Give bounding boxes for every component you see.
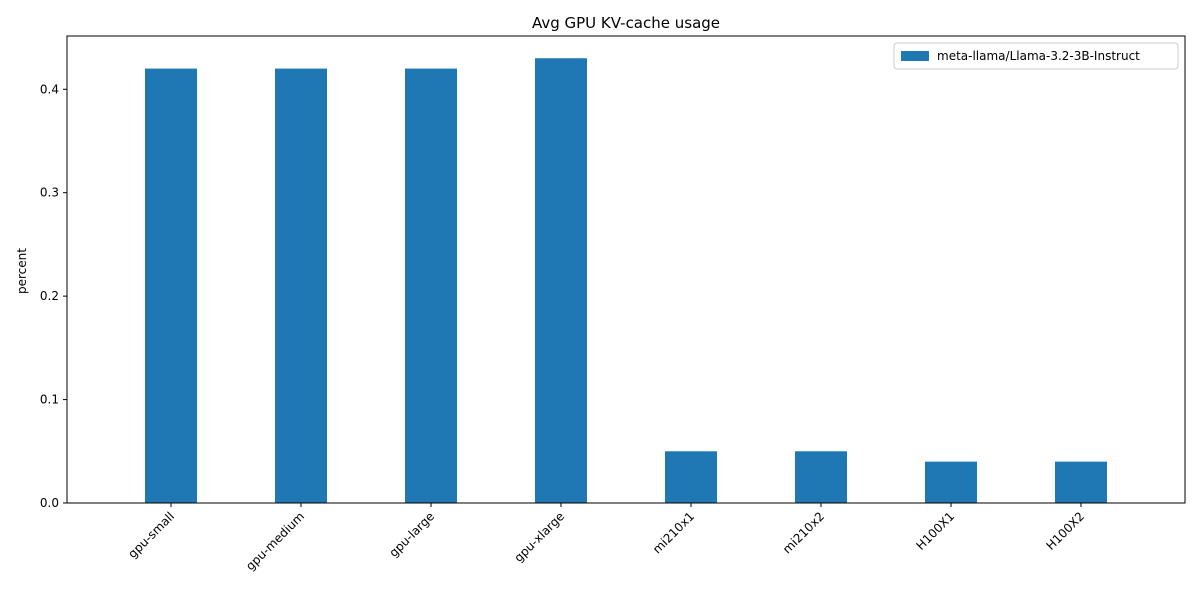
y-axis-label: percent: [15, 248, 29, 294]
axes-frame: [66, 35, 1186, 504]
legend: meta-llama/Llama-3.2-3B-Instruct: [893, 42, 1179, 70]
x-tick-label: mi210x2: [780, 509, 827, 556]
bar-gpu-large: [405, 68, 457, 504]
legend-label: meta-llama/Llama-3.2-3B-Instruct: [937, 49, 1140, 63]
y-tick-label: 0.3: [40, 186, 59, 200]
x-tick-label: gpu-large: [386, 509, 437, 560]
x-tick-label: gpu-small: [125, 509, 177, 561]
bar-gpu-xlarge: [535, 58, 587, 503]
x-tick-label: gpu-xlarge: [511, 509, 567, 565]
bar-H100X2: [1055, 461, 1107, 503]
bar-mi210x2: [795, 451, 847, 503]
bar-gpu-small: [145, 68, 197, 504]
x-tick-label: mi210x1: [650, 509, 697, 556]
chart-title: Avg GPU KV-cache usage: [532, 14, 720, 32]
plot-area: 0.0 0.1 0.2 0.3 0.4 gpu-small gpu-medium gpu-la…: [40, 35, 1186, 573]
y-tick-label: 0.2: [40, 289, 59, 303]
bar-gpu-medium: [275, 68, 327, 504]
bar-H100X1: [925, 461, 977, 503]
y-tick-label: 0.0: [40, 496, 59, 510]
x-tick-label: H100X1: [913, 509, 957, 553]
legend-box: [893, 42, 1179, 70]
y-tick-label: 0.4: [40, 82, 59, 96]
x-tick-label: gpu-medium: [243, 509, 307, 573]
x-tick-label: H100X2: [1043, 509, 1087, 553]
bar-mi210x1: [665, 451, 717, 503]
legend-swatch: [901, 51, 929, 61]
y-tick-label: 0.1: [40, 393, 59, 407]
